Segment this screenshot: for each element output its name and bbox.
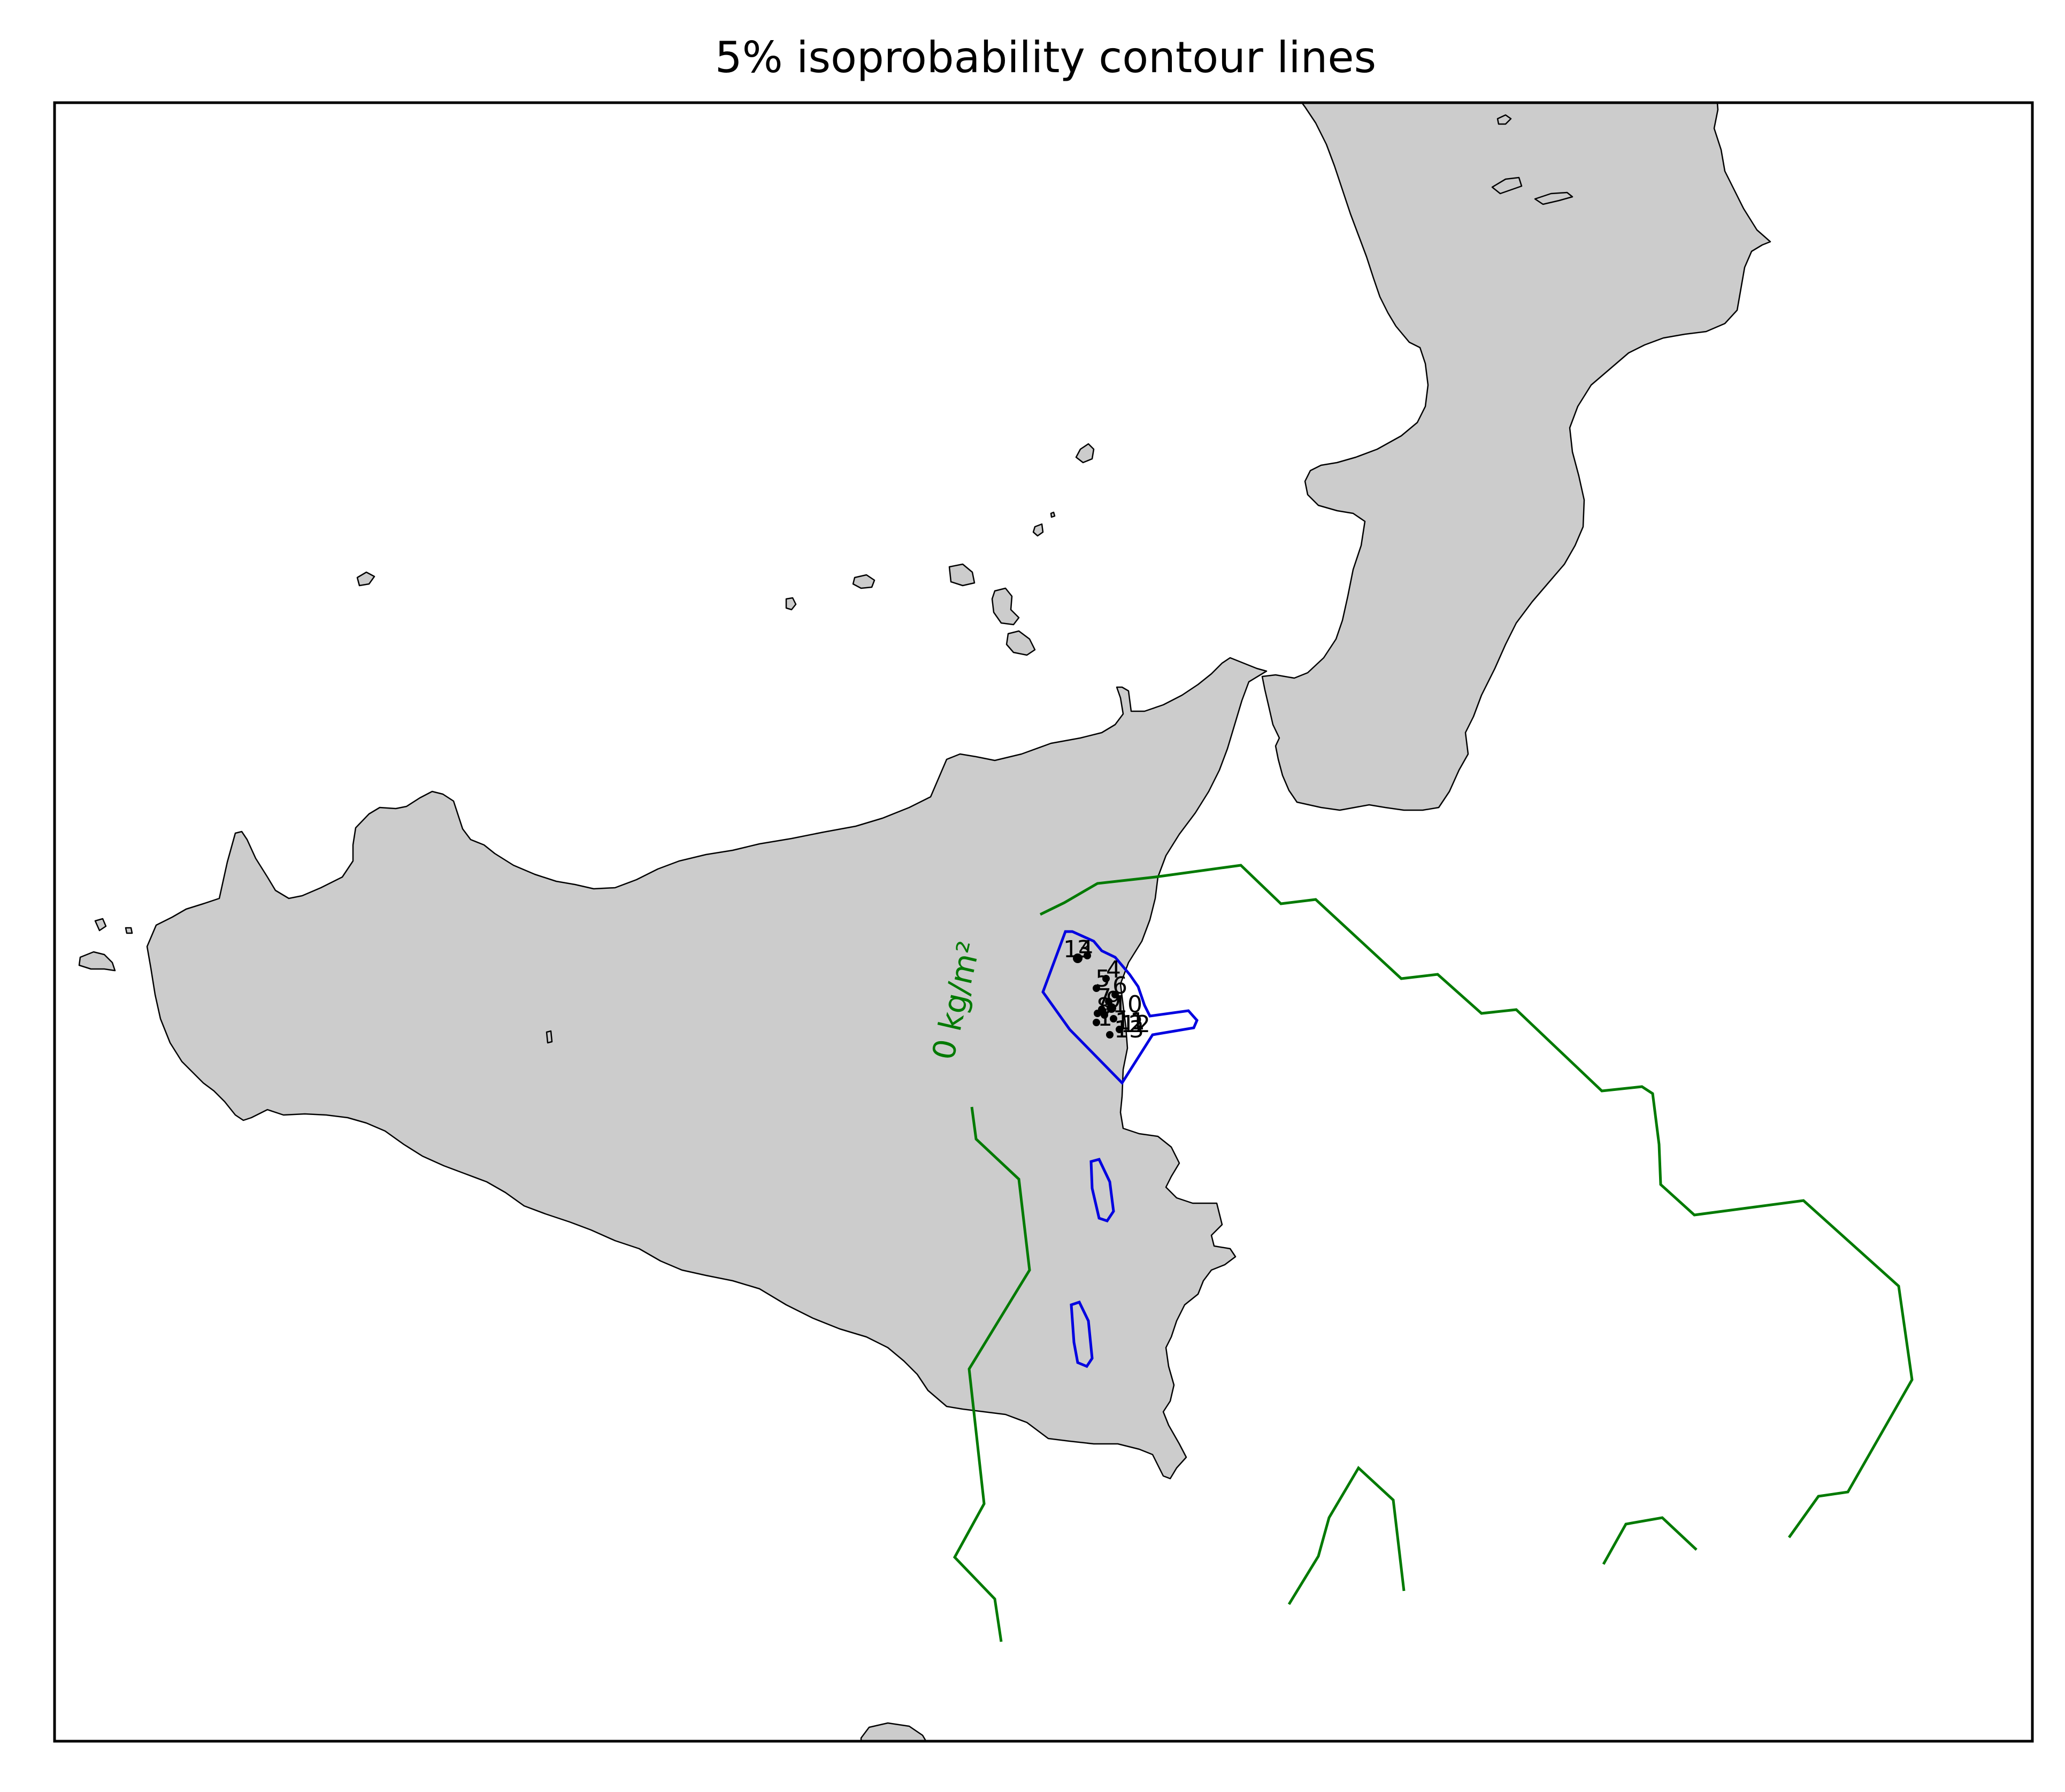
vent-label: 10 [1112, 991, 1142, 1018]
island [356, 571, 375, 587]
island [852, 574, 876, 589]
vent-point [1107, 1003, 1116, 1013]
island [785, 597, 797, 611]
vent-point [1093, 985, 1100, 992]
vent-label: 8 [1096, 993, 1111, 1020]
vent-label: 12 [1120, 1011, 1150, 1038]
vent-label: 1 [1097, 1004, 1112, 1032]
vent-label: 11 [1115, 1008, 1145, 1035]
zero-contour-line [1602, 1516, 1698, 1565]
vent-label: 7 [1096, 984, 1111, 1011]
vent-label: 5 [1095, 965, 1110, 993]
island [546, 1030, 553, 1044]
island [991, 587, 1020, 626]
island [1075, 443, 1095, 464]
vent-point [1102, 975, 1110, 982]
probability-contour-line [1070, 1300, 1094, 1368]
map-frame [53, 101, 2034, 1743]
island [1005, 630, 1036, 656]
vent-label: 4 [1106, 956, 1121, 983]
island [1491, 176, 1523, 195]
vent-label: 9 [1106, 987, 1121, 1014]
vent-label: 13 [1114, 1016, 1144, 1043]
calabria-landmass [1261, 103, 1771, 811]
zero-contour-line [1039, 864, 1914, 1539]
vent-point [1073, 953, 1083, 963]
map-area: 14 3 4 5 6 7 9 10 8 1 11 12 13 2 0 kg/m² [78, 103, 1914, 1741]
island [948, 563, 976, 587]
vent-label: 3 [1077, 936, 1092, 963]
vent-point [1110, 1015, 1117, 1022]
vent-point [1111, 991, 1119, 998]
vent-point [1084, 952, 1091, 959]
vent-point [1106, 1031, 1114, 1039]
island-malta [860, 1722, 927, 1741]
zero-contour-line [953, 1106, 1031, 1642]
probability-contour-line [1089, 1158, 1115, 1222]
island [1032, 523, 1044, 537]
island [1496, 114, 1512, 125]
island [1534, 191, 1573, 205]
island [125, 927, 133, 934]
vent-point [1101, 1011, 1108, 1019]
vent-point [1094, 1010, 1101, 1017]
vent-point [1093, 1019, 1100, 1026]
vent-markers: 14 3 4 5 6 7 9 10 8 1 11 12 13 2 [1063, 936, 1150, 1043]
map-title: 5% isoprobability contour lines [715, 33, 1376, 82]
probability-contour-line [1041, 930, 1199, 1086]
island [1050, 511, 1056, 518]
zero-contour-line [1287, 1466, 1406, 1605]
vent-label: 14 [1063, 936, 1093, 963]
island [78, 951, 116, 972]
sicily-landmass [146, 657, 1268, 1480]
vent-label: 2 [1129, 1011, 1143, 1038]
island [94, 918, 107, 932]
vent-point [1116, 1026, 1123, 1033]
vent-label: 6 [1112, 972, 1127, 999]
